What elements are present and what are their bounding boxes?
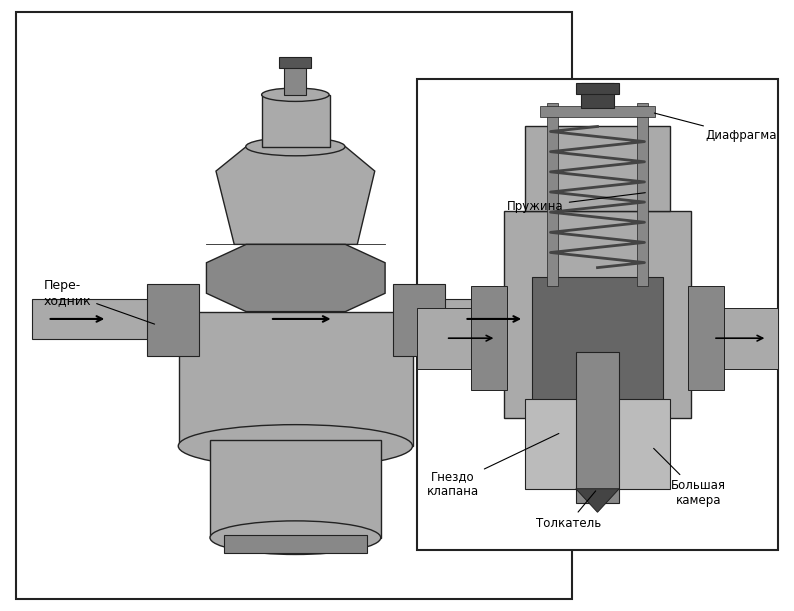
Polygon shape bbox=[206, 244, 385, 312]
Bar bbox=[210, 440, 381, 538]
Bar bbox=[393, 284, 445, 356]
Bar bbox=[581, 83, 614, 108]
Bar bbox=[547, 103, 557, 287]
Bar bbox=[576, 353, 619, 503]
Bar bbox=[688, 287, 724, 390]
Bar bbox=[147, 284, 198, 356]
Ellipse shape bbox=[178, 425, 413, 467]
Bar bbox=[503, 211, 692, 418]
Text: Большая
камера: Большая камера bbox=[653, 448, 727, 507]
Bar bbox=[526, 126, 670, 211]
Bar bbox=[540, 106, 655, 117]
Text: Пружина: Пружина bbox=[507, 192, 646, 213]
Text: Пере-
ходник: Пере- ходник bbox=[44, 279, 155, 324]
Bar bbox=[262, 95, 330, 147]
Polygon shape bbox=[216, 147, 375, 244]
Text: Толкатель: Толкатель bbox=[536, 491, 601, 530]
Bar bbox=[699, 307, 778, 369]
Bar bbox=[533, 277, 662, 409]
Bar bbox=[417, 307, 496, 369]
Bar bbox=[576, 82, 619, 93]
Bar bbox=[638, 103, 648, 287]
Bar bbox=[16, 12, 572, 599]
Ellipse shape bbox=[261, 88, 329, 101]
Bar bbox=[179, 312, 413, 446]
Bar bbox=[417, 79, 778, 550]
Text: Гнездо
клапана: Гнездо клапана bbox=[427, 433, 559, 498]
Text: Диафрагма: Диафрагма bbox=[654, 113, 777, 142]
Bar bbox=[32, 299, 155, 339]
Bar bbox=[224, 535, 367, 553]
Bar bbox=[433, 299, 556, 339]
Ellipse shape bbox=[246, 137, 345, 156]
Bar bbox=[284, 67, 306, 95]
Polygon shape bbox=[576, 489, 619, 512]
Ellipse shape bbox=[210, 521, 381, 555]
Bar bbox=[526, 400, 670, 489]
Bar bbox=[471, 287, 507, 390]
Bar bbox=[279, 57, 311, 68]
